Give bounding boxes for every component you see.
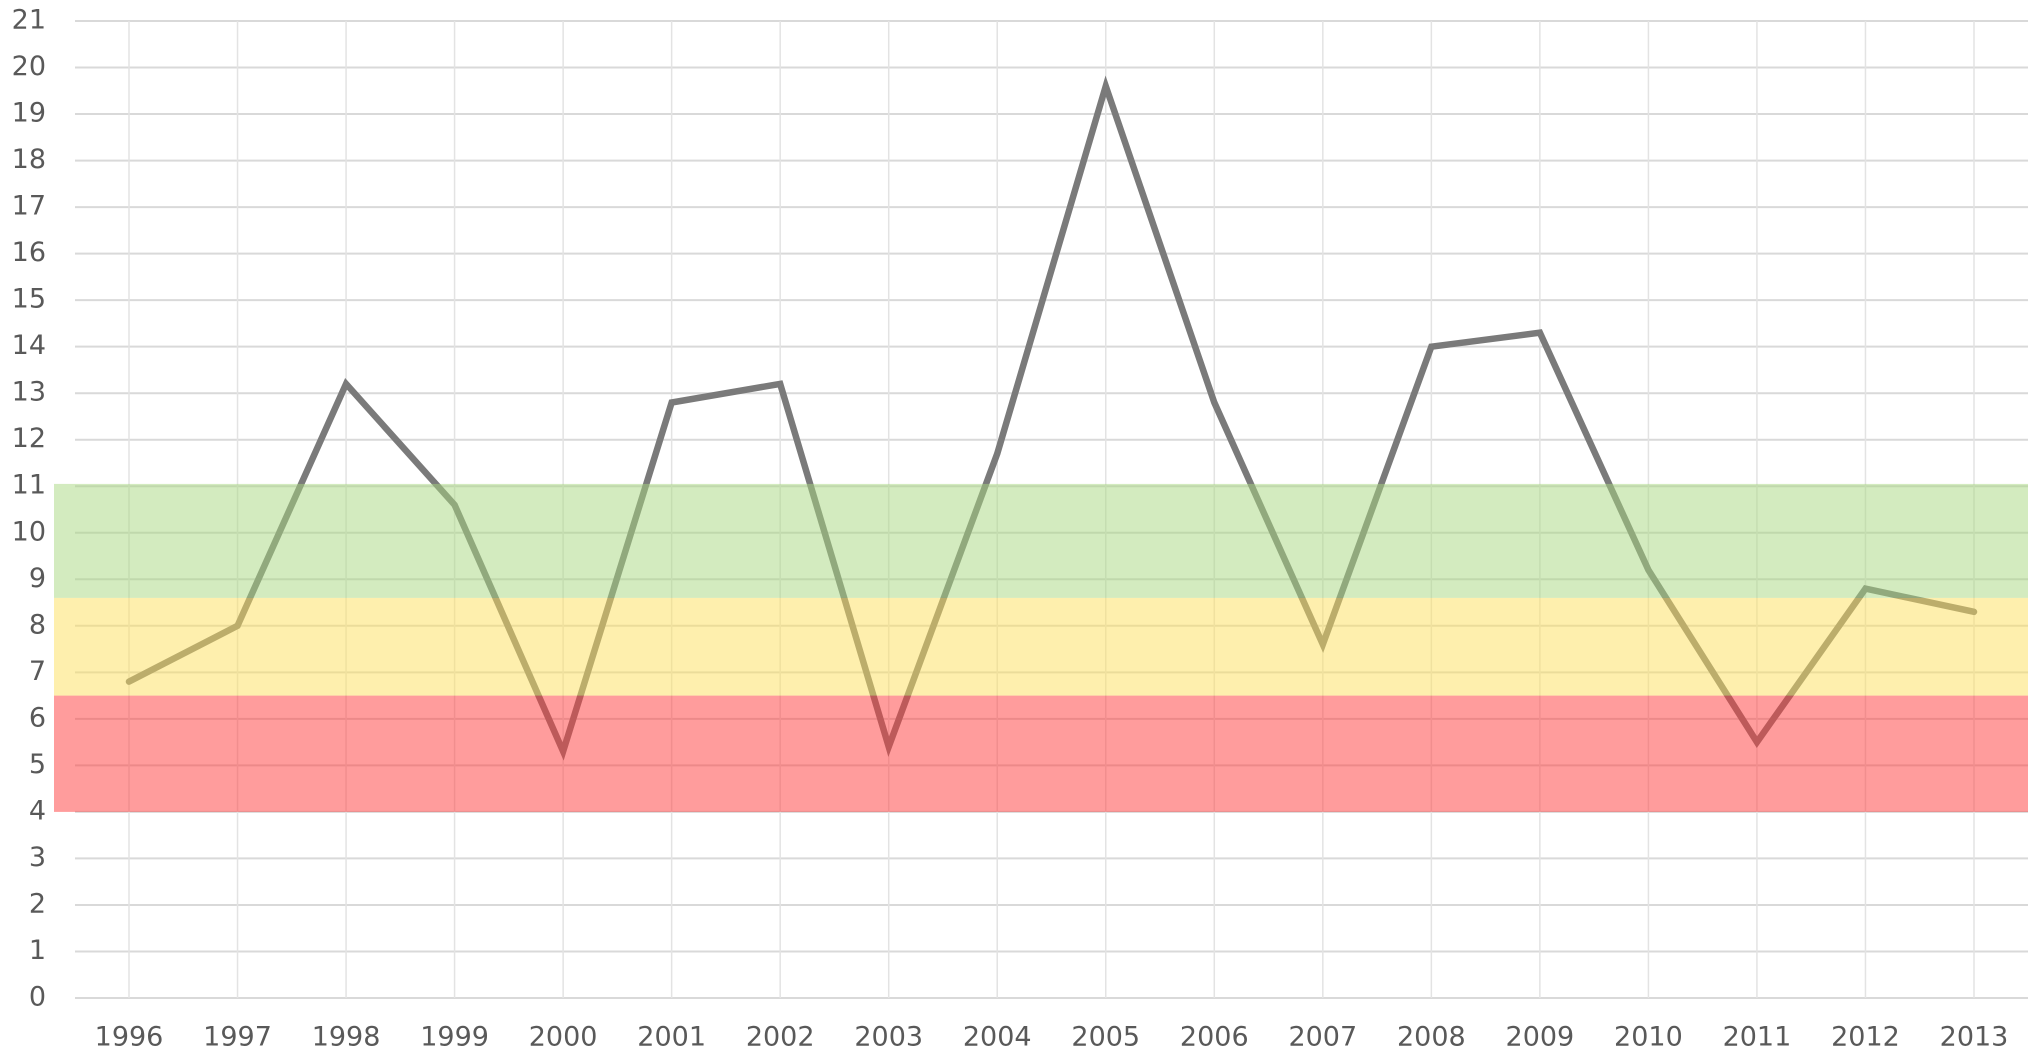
band	[54, 695, 2028, 812]
x-tick-label: 2008	[1397, 1022, 1466, 1053]
y-tick-label: 17	[12, 191, 46, 222]
x-tick-label: 2012	[1831, 1022, 1900, 1053]
band	[54, 597, 2028, 696]
y-tick-label: 19	[12, 98, 46, 129]
y-tick-label: 0	[29, 982, 46, 1013]
y-tick-label: 4	[29, 795, 46, 826]
y-tick-label: 13	[12, 377, 46, 408]
y-tick-label: 9	[29, 563, 46, 594]
x-tick-label: 2002	[746, 1022, 815, 1053]
x-tick-label: 1997	[203, 1022, 272, 1053]
x-tick-label: 2009	[1506, 1022, 1575, 1053]
x-tick-label: 2006	[1180, 1022, 1249, 1053]
x-tick-label: 1996	[95, 1022, 164, 1053]
y-tick-label: 8	[29, 609, 46, 640]
y-tick-label: 20	[12, 51, 46, 82]
y-tick-label: 16	[12, 237, 46, 268]
y-tick-label: 5	[29, 749, 46, 780]
y-tick-label: 14	[12, 330, 46, 361]
y-tick-label: 10	[12, 516, 46, 547]
x-tick-label: 2007	[1288, 1022, 1357, 1053]
x-tick-label: 2001	[637, 1022, 706, 1053]
y-tick-label: 15	[12, 284, 46, 315]
y-tick-label: 7	[29, 656, 46, 687]
y-tick-label: 6	[29, 702, 46, 733]
band	[54, 483, 2028, 598]
y-tick-label: 11	[12, 470, 46, 501]
x-tick-label: 1999	[420, 1022, 489, 1053]
x-tick-label: 2004	[963, 1022, 1032, 1053]
x-tick-label: 2011	[1723, 1022, 1792, 1053]
x-tick-label: 2010	[1614, 1022, 1683, 1053]
x-tick-label: 2005	[1071, 1022, 1140, 1053]
y-tick-label: 18	[12, 144, 46, 175]
x-tick-label: 2000	[529, 1022, 598, 1053]
y-tick-label: 1	[29, 935, 46, 966]
y-tick-label: 21	[12, 5, 46, 36]
y-tick-label: 2	[29, 888, 46, 919]
y-tick-label: 12	[12, 423, 46, 454]
x-tick-label: 2003	[854, 1022, 923, 1053]
y-tick-label: 3	[29, 842, 46, 873]
x-tick-label: 2013	[1940, 1022, 2009, 1053]
x-tick-label: 1998	[312, 1022, 381, 1053]
